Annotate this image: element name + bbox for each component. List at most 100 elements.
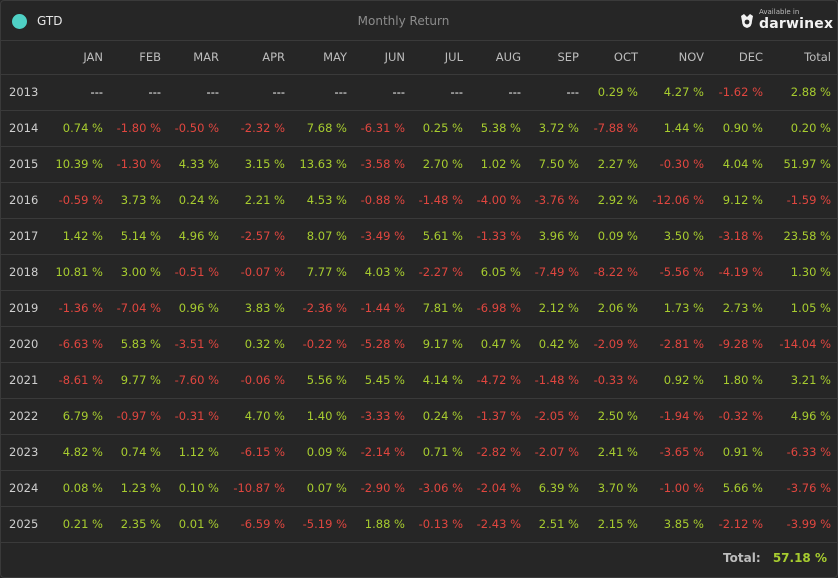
month-return-cell: 3.85 %: [644, 506, 710, 543]
month-return-cell: 4.82 %: [53, 434, 109, 471]
row-total-cell: 23.58 %: [769, 218, 837, 255]
total-value: 57.18 %: [772, 551, 827, 565]
month-return-cell: -4.00 %: [469, 182, 527, 219]
column-header-dec: DEC: [710, 41, 769, 75]
row-year: 2021: [1, 362, 53, 399]
month-return-cell: -6.63 %: [53, 326, 109, 363]
month-return-cell: -1.44 %: [353, 290, 411, 327]
month-return-cell: -3.06 %: [411, 470, 469, 507]
row-year: 2013: [1, 74, 53, 111]
month-return-cell: -7.04 %: [109, 290, 167, 327]
row-total-cell: -3.99 %: [769, 506, 837, 543]
month-return-cell: 6.39 %: [527, 470, 585, 507]
row-total-cell: -14.04 %: [769, 326, 837, 363]
table-row: 2014 0.74 % -1.80 % -0.50 % -2.32 % 7.68 % -6.…: [1, 110, 837, 147]
month-return-cell: 5.83 %: [109, 326, 167, 363]
month-return-cell: -1.62 %: [710, 74, 769, 111]
month-return-cell: -1.00 %: [644, 470, 710, 507]
month-return-cell: -3.51 %: [167, 326, 225, 363]
month-return-cell: -0.32 %: [710, 398, 769, 435]
month-return-cell: 1.80 %: [710, 362, 769, 399]
month-return-cell: -2.32 %: [225, 110, 291, 147]
month-return-cell: -7.88 %: [585, 110, 644, 147]
month-return-cell: 7.68 %: [291, 110, 353, 147]
column-header-may: MAY: [291, 41, 353, 75]
month-return-cell: 4.70 %: [225, 398, 291, 435]
month-return-cell: -9.28 %: [710, 326, 769, 363]
month-return-cell: 2.27 %: [585, 146, 644, 183]
column-header-sep: SEP: [527, 41, 585, 75]
month-return-cell: -3.65 %: [644, 434, 710, 471]
month-return-cell: -0.30 %: [644, 146, 710, 183]
month-return-cell: 2.06 %: [585, 290, 644, 327]
month-return-cell: 7.77 %: [291, 254, 353, 291]
month-return-cell: -7.49 %: [527, 254, 585, 291]
table-row: 2025 0.21 % 2.35 % 0.01 % -6.59 % -5.19 % 1.88…: [1, 506, 837, 543]
month-return-cell: 5.14 %: [109, 218, 167, 255]
panel-title: Monthly Return: [357, 14, 450, 28]
month-return-cell: ---: [527, 74, 585, 111]
table-row: 2020 -6.63 % 5.83 % -3.51 % 0.32 % -0.22 % -5.…: [1, 326, 837, 363]
month-return-cell: 3.00 %: [109, 254, 167, 291]
month-return-cell: -6.31 %: [353, 110, 411, 147]
column-header-jun: JUN: [353, 41, 411, 75]
month-return-cell: 5.61 %: [411, 218, 469, 255]
brand-name: darwinex: [759, 16, 834, 32]
month-return-cell: -0.07 %: [225, 254, 291, 291]
month-return-cell: ---: [225, 74, 291, 111]
month-return-cell: 4.96 %: [167, 218, 225, 255]
column-header-apr: APR: [225, 41, 291, 75]
month-return-cell: -12.06 %: [644, 182, 710, 219]
row-year: 2024: [1, 470, 53, 507]
month-return-cell: 2.35 %: [109, 506, 167, 543]
month-return-cell: 3.50 %: [644, 218, 710, 255]
month-return-cell: -1.48 %: [411, 182, 469, 219]
month-return-cell: 0.10 %: [167, 470, 225, 507]
month-return-cell: ---: [109, 74, 167, 111]
month-return-cell: 6.05 %: [469, 254, 527, 291]
month-return-cell: -1.30 %: [109, 146, 167, 183]
product-ticker[interactable]: GTD: [37, 14, 63, 28]
month-return-cell: -2.82 %: [469, 434, 527, 471]
month-return-cell: -2.36 %: [291, 290, 353, 327]
month-return-cell: 3.96 %: [527, 218, 585, 255]
month-return-cell: ---: [411, 74, 469, 111]
table-row: 2024 0.08 % 1.23 % 0.10 % -10.87 % 0.07 % -2.9…: [1, 470, 837, 507]
month-return-cell: -0.06 %: [225, 362, 291, 399]
row-total-cell: -1.59 %: [769, 182, 837, 219]
month-return-cell: 0.74 %: [53, 110, 109, 147]
month-return-cell: -10.87 %: [225, 470, 291, 507]
month-return-cell: -0.50 %: [167, 110, 225, 147]
month-return-cell: -3.33 %: [353, 398, 411, 435]
month-return-cell: 6.79 %: [53, 398, 109, 435]
month-return-cell: -0.13 %: [411, 506, 469, 543]
row-total-cell: -6.33 %: [769, 434, 837, 471]
month-return-cell: -6.98 %: [469, 290, 527, 327]
month-return-cell: ---: [53, 74, 109, 111]
month-return-cell: -5.56 %: [644, 254, 710, 291]
monthly-return-table: JAN FEB MAR APR MAY JUN JUL AUG SEP OCT NOV DEC Tota…: [1, 41, 837, 543]
month-return-cell: 0.24 %: [411, 398, 469, 435]
month-return-cell: -3.58 %: [353, 146, 411, 183]
row-total-cell: 1.05 %: [769, 290, 837, 327]
panel-header: GTD Monthly Return Available in darwinex: [1, 1, 837, 41]
month-return-cell: 0.09 %: [291, 434, 353, 471]
row-year: 2022: [1, 398, 53, 435]
total-label: Total:: [723, 551, 761, 565]
month-return-cell: -5.19 %: [291, 506, 353, 543]
month-return-cell: -1.94 %: [644, 398, 710, 435]
month-return-cell: -2.07 %: [527, 434, 585, 471]
month-return-cell: 4.53 %: [291, 182, 353, 219]
month-return-cell: 2.73 %: [710, 290, 769, 327]
row-year: 2025: [1, 506, 53, 543]
darwinex-brand[interactable]: Available in darwinex: [739, 7, 833, 35]
column-header-feb: FEB: [109, 41, 167, 75]
month-return-cell: -0.31 %: [167, 398, 225, 435]
row-year: 2014: [1, 110, 53, 147]
month-return-cell: 3.83 %: [225, 290, 291, 327]
month-return-cell: 0.42 %: [527, 326, 585, 363]
month-return-cell: 9.77 %: [109, 362, 167, 399]
month-return-cell: 10.39 %: [53, 146, 109, 183]
column-header-jul: JUL: [411, 41, 469, 75]
table-row: 2019 -1.36 % -7.04 % 0.96 % 3.83 % -2.36 % -1.…: [1, 290, 837, 327]
